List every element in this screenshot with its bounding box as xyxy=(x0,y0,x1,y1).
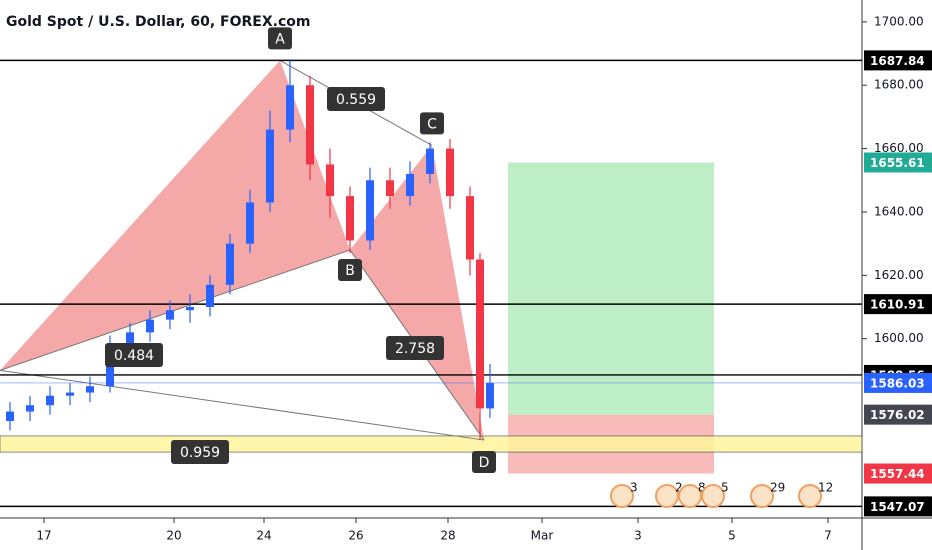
candle-body xyxy=(186,306,194,311)
y-tick-label: 1700.00 xyxy=(874,14,924,28)
candle-body xyxy=(346,196,354,241)
candle-body xyxy=(486,383,494,409)
price-tag xyxy=(864,372,932,393)
pattern-leg xyxy=(0,369,485,441)
candle-body xyxy=(126,332,134,349)
ratio-box xyxy=(327,87,385,111)
event-icon xyxy=(798,484,822,508)
price-tag-label: 1655.61 xyxy=(870,156,925,170)
price-tag-label: 1610.91 xyxy=(870,298,925,312)
x-tick-label: 26 xyxy=(348,529,363,543)
candle-body xyxy=(466,196,474,260)
price-tag xyxy=(864,50,932,71)
event-icon xyxy=(701,484,725,508)
price-tag-label: 1547.07 xyxy=(870,500,925,514)
x-tick-label: Mar xyxy=(531,529,554,543)
ratio-label: 0.959 xyxy=(180,445,220,461)
x-tick-label: 3 xyxy=(634,529,642,543)
pattern-leg xyxy=(0,249,351,371)
position-target-zone xyxy=(508,162,714,415)
x-tick-label: 7 xyxy=(824,529,832,543)
pattern-xab xyxy=(0,60,350,371)
candle-body xyxy=(326,164,334,197)
ratio-box xyxy=(386,336,444,360)
ratio-label: 0.484 xyxy=(114,348,154,364)
price-tag xyxy=(864,463,932,484)
candle-body xyxy=(106,348,114,387)
candle-body xyxy=(246,202,254,244)
candle-body xyxy=(146,319,154,333)
point-label: D xyxy=(479,455,490,471)
chart-title: Gold Spot / U.S. Dollar, 60, FOREX.com xyxy=(6,14,310,30)
candle-body xyxy=(66,392,74,396)
event-icon xyxy=(610,484,634,508)
ratio-label: 0.559 xyxy=(336,92,376,108)
candle-body xyxy=(366,180,374,241)
price-tag xyxy=(864,152,932,173)
point-label-box xyxy=(420,112,444,135)
event-icon xyxy=(750,484,774,508)
event-label: 8 xyxy=(698,481,706,495)
candle-body xyxy=(226,243,234,285)
event-label: 3 xyxy=(630,481,638,495)
candle-body xyxy=(286,85,294,130)
point-label: B xyxy=(345,263,355,279)
event-label: 5 xyxy=(721,481,729,495)
price-tag xyxy=(864,496,932,517)
candle-body xyxy=(206,284,214,307)
point-label: A xyxy=(275,31,285,47)
price-tag-label: 1586.03 xyxy=(870,376,925,390)
y-tick-label: 1660.00 xyxy=(874,141,924,155)
candle-body xyxy=(26,405,34,412)
y-tick-label: 1600.00 xyxy=(874,331,924,345)
price-tag xyxy=(864,294,932,315)
event-label: 12 xyxy=(818,481,833,495)
y-tick-label: 1640.00 xyxy=(874,204,924,218)
candle-body xyxy=(476,259,484,409)
candle-body xyxy=(46,395,54,406)
price-tag-label: 1557.44 xyxy=(870,467,925,481)
point-label-box xyxy=(338,258,362,281)
x-tick-label: 24 xyxy=(256,529,271,543)
point-label: C xyxy=(427,116,437,132)
candle-body xyxy=(426,148,434,174)
pattern-bcd xyxy=(350,145,484,441)
support-zone xyxy=(0,435,863,453)
candle-body xyxy=(406,173,414,197)
candle-body xyxy=(306,85,314,165)
ratio-label: 2.758 xyxy=(395,341,435,357)
event-label: 29 xyxy=(770,481,785,495)
ratio-box xyxy=(105,343,163,367)
candle-body xyxy=(446,148,454,197)
plot-layer: A B C D 0.559 0.484 2.758 0.959 3 2 8 5 29 12 xyxy=(0,27,863,508)
candle-body xyxy=(266,129,274,203)
x-tick-label: 28 xyxy=(440,529,455,543)
x-tick-label: 5 xyxy=(728,529,736,543)
event-label: 2 xyxy=(675,481,683,495)
point-label-box xyxy=(472,451,496,474)
price-tag-label: 1576.02 xyxy=(870,408,925,422)
candle-body xyxy=(86,386,94,393)
price-tag-label: 1687.84 xyxy=(870,54,925,68)
ratio-box xyxy=(171,440,229,464)
candle-body xyxy=(386,180,394,197)
point-label-box xyxy=(268,27,292,50)
candle-body xyxy=(166,310,174,320)
price-tag xyxy=(864,404,932,425)
y-tick-label: 1620.00 xyxy=(874,268,924,282)
y-tick-label: 1680.00 xyxy=(874,78,924,92)
candle-body xyxy=(6,411,14,422)
x-tick-label: 20 xyxy=(166,529,181,543)
x-tick-label: 17 xyxy=(36,529,51,543)
